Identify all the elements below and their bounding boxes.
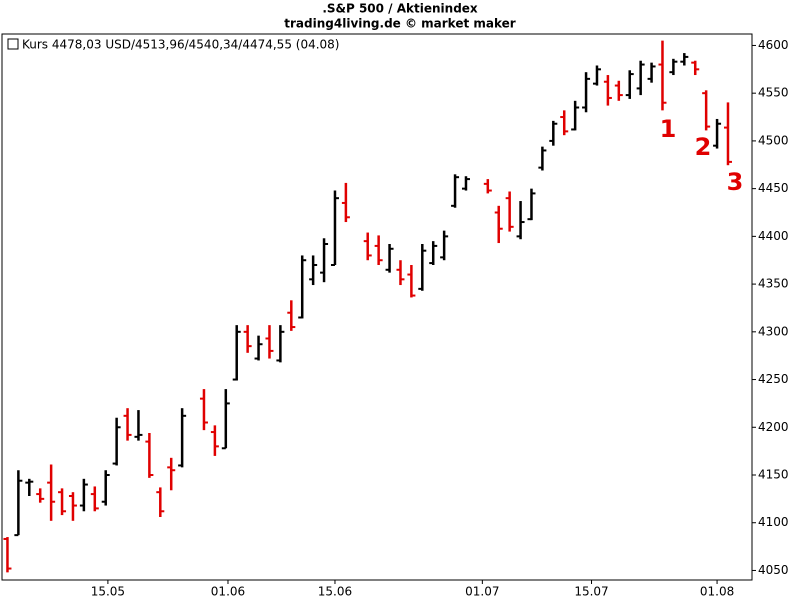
x-tick-label: 01.07: [465, 585, 499, 599]
annotation: 3: [727, 168, 744, 196]
y-tick-label: 4250: [758, 372, 789, 386]
y-tick-label: 4600: [758, 38, 789, 52]
x-tick-label: 15.07: [574, 585, 608, 599]
annotation: 1: [660, 115, 677, 143]
y-tick-label: 4350: [758, 277, 789, 291]
y-tick-label: 4050: [758, 563, 789, 577]
x-tick-label: 01.08: [700, 585, 734, 599]
x-tick-label: 01.06: [211, 585, 245, 599]
y-tick-label: 4200: [758, 420, 789, 434]
chart-subtitle: trading4living.de © market maker: [284, 17, 516, 31]
y-tick-label: 4400: [758, 229, 789, 243]
x-tick-label: 15.05: [91, 585, 125, 599]
y-tick-label: 4150: [758, 468, 789, 482]
legend-box: [7, 38, 19, 50]
y-tick-label: 4100: [758, 515, 789, 529]
y-tick-label: 4450: [758, 181, 789, 195]
x-tick-label: 15.06: [318, 585, 352, 599]
legend-label: Kurs 4478,03 USD/4513,96/4540,34/4474,55…: [22, 38, 339, 52]
y-tick-label: 4300: [758, 324, 789, 338]
y-tick-label: 4550: [758, 86, 789, 100]
y-tick-label: 4500: [758, 133, 789, 147]
plot-frame: [1, 33, 753, 581]
chart-title: .S&P 500 / Aktienindex: [322, 2, 478, 16]
annotation: 2: [695, 133, 712, 161]
